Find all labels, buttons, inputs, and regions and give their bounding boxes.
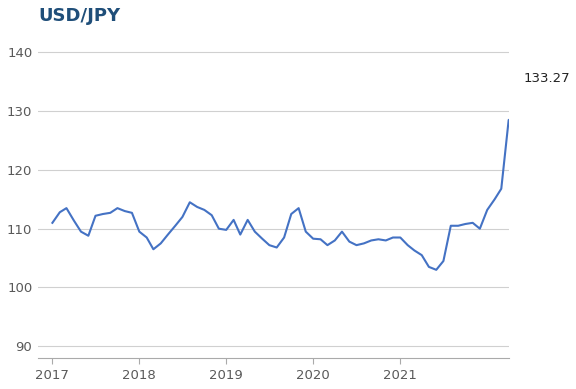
Text: USD/JPY: USD/JPY	[38, 7, 120, 25]
Text: 133.27: 133.27	[523, 72, 570, 85]
